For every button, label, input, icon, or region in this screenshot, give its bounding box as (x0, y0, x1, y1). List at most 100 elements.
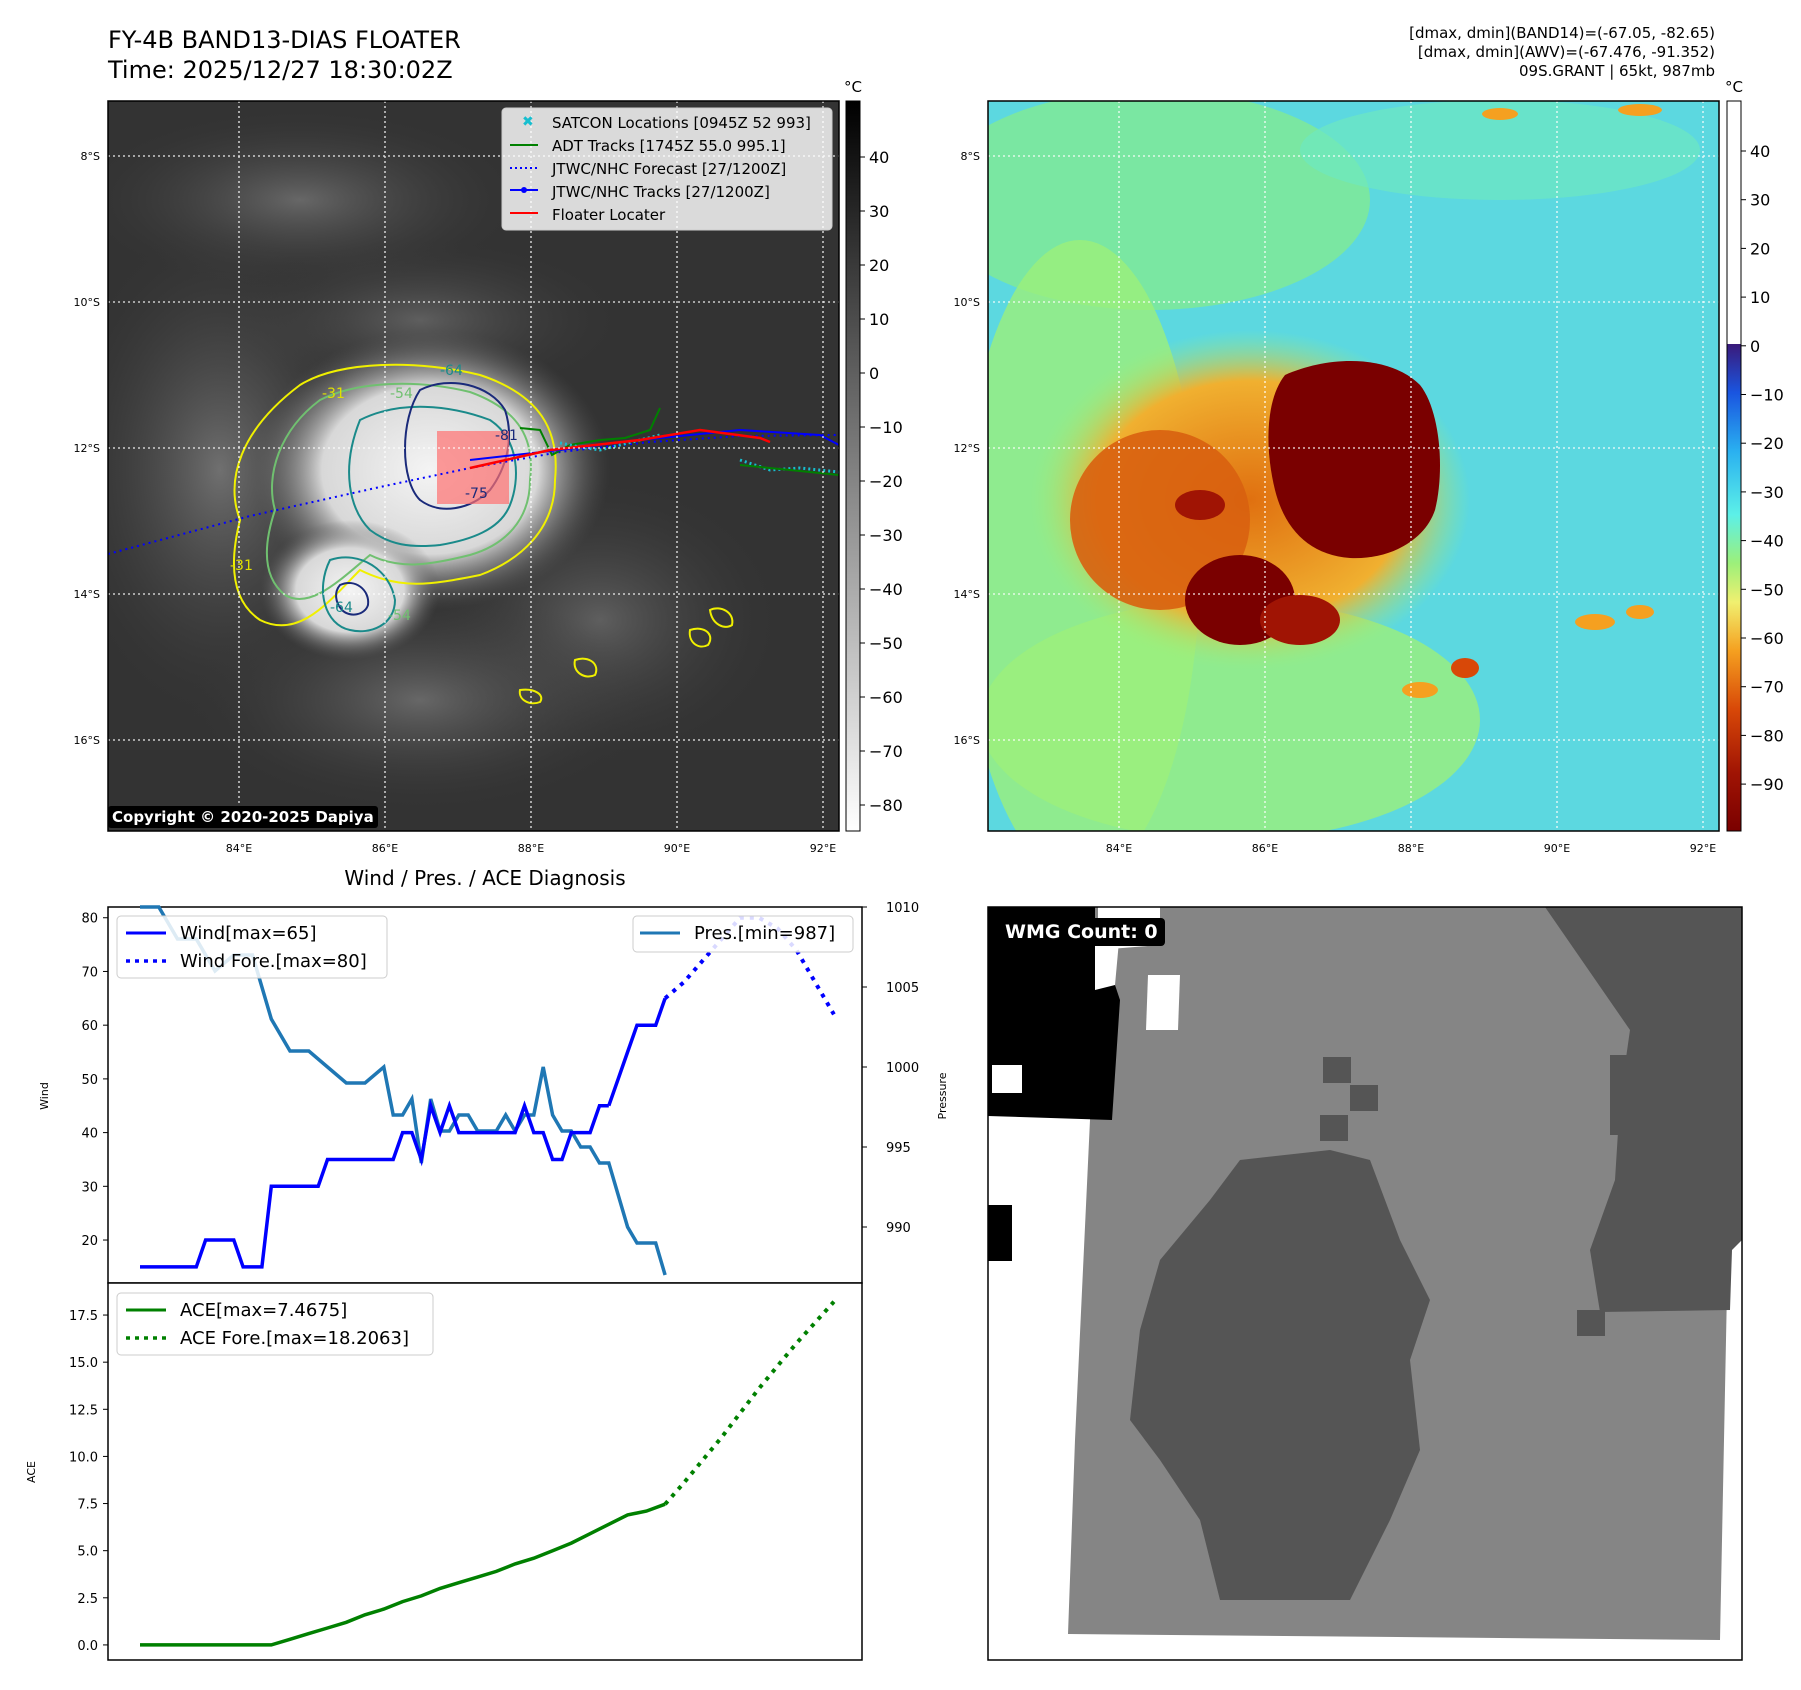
pressure-tick-label: 990 (886, 1221, 911, 1236)
ir-lat-label: 14°S (74, 588, 100, 601)
series-wind-max-cont (607, 997, 667, 1107)
ace-tick-label: 5.0 (77, 1545, 98, 1560)
wind-tick-label: 80 (81, 912, 98, 927)
ace-tick-label: 2.5 (77, 1592, 98, 1607)
awv-image (988, 101, 1719, 831)
awv-cold-core (1268, 361, 1440, 559)
ir-colorbar-unit: °C (844, 78, 862, 96)
legend-jtwc-tracks: JTWC/NHC Tracks [27/1200Z] (551, 183, 770, 201)
ir-lat-label: 12°S (74, 442, 100, 455)
ace-tick-label: 12.5 (69, 1403, 98, 1418)
series-ace-max (140, 1502, 666, 1647)
info-band14: [dmax, dmin](BAND14)=(-67.05, -82.65) (1409, 24, 1715, 42)
info-awv: [dmax, dmin](AWV)=(-67.476, -91.352) (1417, 43, 1715, 61)
legend-adt: ADT Tracks [1745Z 55.0 995.1] (552, 137, 786, 155)
legend-wind-fore: Wind Fore.[max=80] (180, 951, 367, 972)
legend-satcon: SATCON Locations [0945Z 52 993] (552, 114, 811, 132)
ir-colorbar-tick-label: −20 (869, 472, 903, 491)
awv-lat-label: 14°S (954, 588, 980, 601)
awv-colorbar-tick-label: 20 (1750, 239, 1770, 258)
contour-label: -64 (440, 363, 463, 379)
awv-lon-label: 88°E (1398, 842, 1424, 855)
ir-image: -31 -54 -64 -31 -54 -64 -75 -81 (108, 101, 839, 831)
ir-colorbar-tick-label: 0 (869, 364, 879, 383)
awv-colorbar-tick-label: 0 (1750, 337, 1760, 356)
ir-colorbar-tick-label: 30 (869, 202, 889, 221)
awv-colorbar (1726, 100, 1742, 832)
awv-colorbar-tick-label: 30 (1750, 191, 1770, 210)
ace-tick-label: 0.0 (77, 1639, 98, 1654)
wind-tick-label: 50 (81, 1073, 98, 1088)
awv-lon-label: 86°E (1252, 842, 1278, 855)
ir-lat-label: 8°S (81, 150, 100, 163)
ace-tick-label: 15.0 (69, 1356, 98, 1371)
floater-locater-track (469, 428, 771, 470)
contour-label: -54 (388, 608, 411, 624)
awv-lat-label: 12°S (954, 442, 980, 455)
legend-ace: ACE[max=7.4675] (180, 1300, 347, 1321)
awv-lon-label: 84°E (1106, 842, 1132, 855)
wind-legend: Wind[max=65] Wind Fore.[max=80] (116, 915, 388, 979)
pressure-tick-label: 1010 (886, 901, 919, 916)
wind-tick-label: 20 (81, 1234, 98, 1249)
ir-lon-label: 88°E (518, 842, 544, 855)
wmg-panel (987, 906, 1743, 1661)
ir-colorbar-tick-label: −80 (869, 796, 903, 815)
awv-colorbar-tick-label: −10 (1750, 386, 1784, 405)
pressure-legend: Pres.[min=987] (632, 915, 854, 953)
wind-tick-label: 40 (81, 1127, 98, 1142)
pressure-tick-label: 1005 (886, 981, 919, 996)
wind-ylabel: Wind (38, 1082, 51, 1110)
pressure-ylabel: Pressure (936, 1072, 949, 1119)
awv-lon-label: 90°E (1544, 842, 1570, 855)
ir-colorbar-tick-label: −70 (869, 742, 903, 761)
awv-colorbar-tick-label: −60 (1750, 629, 1784, 648)
ace-tick-label: 7.5 (77, 1498, 98, 1513)
diagnosis-title: Wind / Pres. / ACE Diagnosis (344, 866, 625, 890)
ace-tick-label: 17.5 (69, 1309, 98, 1324)
ir-colorbar-tick-label: 20 (869, 256, 889, 275)
awv-colorbar-tick-label: −20 (1750, 434, 1784, 453)
map-legend: ✖ SATCON Locations [0945Z 52 993] ADT Tr… (501, 107, 833, 231)
ir-colorbar-tick-label: −30 (869, 526, 903, 545)
ir-lon-label: 86°E (372, 842, 398, 855)
pressure-tick-label: 995 (886, 1141, 911, 1156)
ir-colorbar-tick-label: −60 (869, 688, 903, 707)
awv-colorbar-tick-label: −50 (1750, 580, 1784, 599)
series-pres-min (140, 905, 667, 1276)
ace-ylabel: ACE (25, 1461, 38, 1483)
forecast-track (108, 434, 839, 555)
contour-label: -81 (495, 428, 518, 444)
awv-lat-label: 8°S (961, 150, 980, 163)
wmg-count-badge: WMG Count: 0 (998, 918, 1165, 946)
ir-colorbar-tick-label: 40 (869, 148, 889, 167)
legend-ace-fore: ACE Fore.[max=18.2063] (180, 1328, 409, 1349)
awv-lon-label: 92°E (1690, 842, 1716, 855)
wind-tick-label: 70 (81, 965, 98, 980)
info-storm: 09S.GRANT | 65kt, 987mb (1518, 62, 1715, 80)
awv-lat-label: 16°S (954, 734, 980, 747)
awv-lat-label: 10°S (954, 296, 980, 309)
page-subtitle-time: Time: 2025/12/27 18:30:02Z (108, 56, 453, 84)
legend-forecast: JTWC/NHC Forecast [27/1200Z] (551, 160, 786, 178)
ir-colorbar-tick-label: −50 (869, 634, 903, 653)
awv-colorbar-tick-label: −80 (1750, 726, 1784, 745)
ir-colorbar-tick-label: 10 (869, 310, 889, 329)
awv-colorbar-tick-label: −30 (1750, 483, 1784, 502)
ir-colorbar-tick-label: −40 (869, 580, 903, 599)
pressure-tick-label: 1000 (886, 1061, 919, 1076)
wind-tick-label: 60 (81, 1019, 98, 1034)
awv-colorbar-tick-label: −90 (1750, 775, 1784, 794)
wind-tick-label: 30 (81, 1180, 98, 1195)
ace-tick-label: 10.0 (69, 1450, 98, 1465)
ir-lat-label: 16°S (74, 734, 100, 747)
series-wind-max (140, 1098, 609, 1269)
awv-colorbar-tick-label: 40 (1750, 142, 1770, 161)
ir-lon-label: 92°E (810, 842, 836, 855)
awv-colorbar-tick-label: −40 (1750, 532, 1784, 551)
contour-label: -75 (465, 486, 488, 502)
legend-wind: Wind[max=65] (180, 923, 317, 944)
legend-pressure: Pres.[min=987] (694, 923, 835, 944)
page-title: FY-4B BAND13-DIAS FLOATER (108, 26, 461, 54)
awv-colorbar-tick-label: −70 (1750, 678, 1784, 697)
